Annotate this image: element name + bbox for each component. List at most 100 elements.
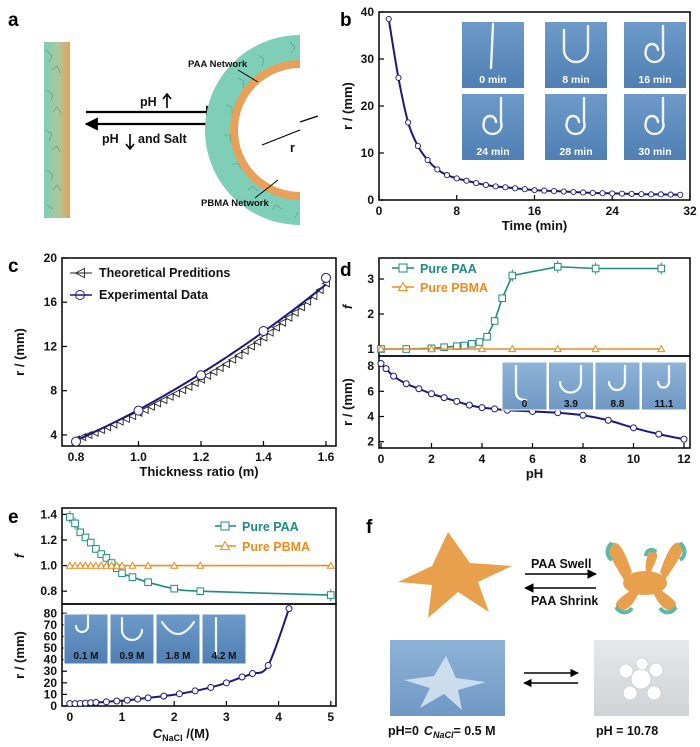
d-photo-1 — [548, 361, 594, 411]
e-bottom-y-tick-label: 80 — [44, 606, 58, 620]
e-top-point — [97, 550, 105, 558]
e-x-tick-label: 3 — [223, 710, 230, 724]
c-theory-point — [177, 386, 187, 395]
d-photo-strip-0 — [514, 364, 528, 402]
e-bottom-frame — [61, 603, 337, 707]
d-bottom-point — [680, 435, 688, 443]
d-bottom-point — [465, 401, 473, 409]
d-top-point — [475, 338, 484, 346]
d-photo-0 — [501, 361, 548, 411]
d-top-point — [427, 344, 436, 353]
photos-e: 0.1 M 0.9 M 1.8 M 4.2 M — [63, 613, 247, 665]
b-y-tick-label: 30 — [361, 52, 375, 66]
c-legend-experimental-label: Experimental Data — [99, 288, 209, 302]
c-x-tick-label: 1.2 — [193, 450, 210, 464]
panel-b: b 0 8 16 24 32 0 10 20 30 40 Time (min) r / (mm) 0 … — [340, 5, 697, 233]
e-top-point — [143, 561, 153, 569]
e-top-point — [170, 561, 179, 569]
c-theory-point — [159, 395, 168, 405]
b-data-point — [492, 183, 499, 190]
e-bottom-y-tick-label: 60 — [44, 629, 58, 643]
d-bottom-point — [579, 411, 587, 419]
b-y-tick-label: 10 — [361, 146, 375, 160]
c-theory-point — [246, 342, 255, 351]
b-x-tick-label: 8 — [453, 204, 460, 218]
c-theory-point — [221, 360, 230, 369]
d-top-point — [477, 344, 487, 353]
e-top-y-tick-label: 1.0 — [40, 559, 57, 573]
b-photo-strip-1 — [562, 24, 590, 64]
e-legend-paa-label: Pure PAA — [242, 520, 299, 534]
e-top-point — [91, 561, 101, 569]
ph-down-label: pH — [102, 132, 119, 146]
radius-line — [261, 129, 301, 146]
e-top-point — [196, 561, 205, 569]
b-data-point — [405, 119, 412, 126]
e-bottom-point — [285, 605, 293, 613]
e-top-point — [81, 561, 90, 569]
d-bottom-y-tick-label: 2 — [367, 435, 374, 449]
c-theory-point — [296, 303, 305, 312]
e-top-point — [66, 513, 74, 521]
e-bottom-point — [123, 696, 131, 704]
strip-network-texture — [45, 49, 62, 210]
c-y-tick-label: 12 — [44, 339, 58, 353]
b-data-point — [521, 186, 528, 193]
d-top-point — [376, 344, 386, 353]
d-top-point — [591, 344, 600, 353]
e-top-point — [128, 561, 137, 569]
panel-f: f PAA Swell PAA Shrink — [366, 517, 689, 740]
c-x-tick-label: 0.8 — [68, 450, 85, 464]
left-caption: pH=0 CNaCl= 0.5 M — [388, 724, 496, 740]
e-photo-0 — [63, 613, 109, 665]
b-photo-strip-5 — [644, 96, 665, 136]
c-theory-point — [252, 337, 262, 347]
panel-letter-b: b — [340, 10, 352, 31]
e-legend-paa-marker — [220, 521, 230, 531]
b-photo-strip-0 — [489, 22, 495, 70]
b-photo-2 — [624, 22, 686, 88]
e-bottom-y-tick-label: 10 — [44, 687, 58, 701]
d-legend-pbma-marker — [397, 281, 409, 292]
e-photo-label-0: 0.1 M — [73, 651, 98, 662]
e-legend-pbma-marker — [219, 540, 231, 551]
e-bottom-y-tick-label: 50 — [44, 641, 58, 655]
d-top-point — [498, 294, 506, 303]
c-experimental-point — [196, 370, 206, 381]
panel-c: c 0.8 1.0 1.2 1.4 1.6 4 8 12 16 20 Thickness ratio… — [8, 251, 337, 479]
e-top-point — [107, 561, 116, 569]
pbma-pointer — [254, 179, 279, 199]
e-photo-strip-1 — [120, 616, 144, 642]
b-data-point — [609, 190, 616, 197]
e-top-point — [112, 561, 121, 569]
d-top-point — [508, 271, 517, 280]
c-theory-point — [202, 371, 212, 380]
b-photo-label-1: 8 min — [562, 74, 589, 86]
b-ylabel: r / (mm) — [340, 82, 355, 130]
and-salt-label: and Salt — [138, 132, 187, 146]
right-caption: pH = 10.78 — [596, 724, 658, 738]
d-legend-paa-label: Pure PAA — [420, 262, 477, 276]
e-top-point — [65, 561, 74, 569]
d-photo-strip-2 — [607, 364, 627, 392]
c-x-tick-label: 1.6 — [318, 450, 335, 464]
e-photo-strip-0 — [74, 614, 90, 634]
c-theory-point — [265, 328, 274, 337]
d-bottom-point — [491, 405, 499, 413]
d-top-point — [591, 264, 600, 273]
d-bottom-point — [415, 385, 423, 393]
b-data-point — [657, 191, 664, 198]
b-x-tick-label: 16 — [528, 204, 542, 218]
c-theory-point — [271, 323, 280, 332]
c-theory-point — [215, 363, 224, 373]
c-experimental-line — [75, 283, 327, 442]
c-theory-point — [146, 402, 155, 411]
c-theory-point — [171, 389, 180, 398]
e-top-point — [70, 561, 80, 569]
c-experimental-point — [321, 272, 331, 283]
d-x-tick-label: 2 — [428, 452, 435, 466]
b-xlabel: Time (min) — [502, 218, 568, 233]
b-data-point — [385, 15, 392, 23]
d-photo-label-1: 3.9 — [564, 399, 578, 410]
